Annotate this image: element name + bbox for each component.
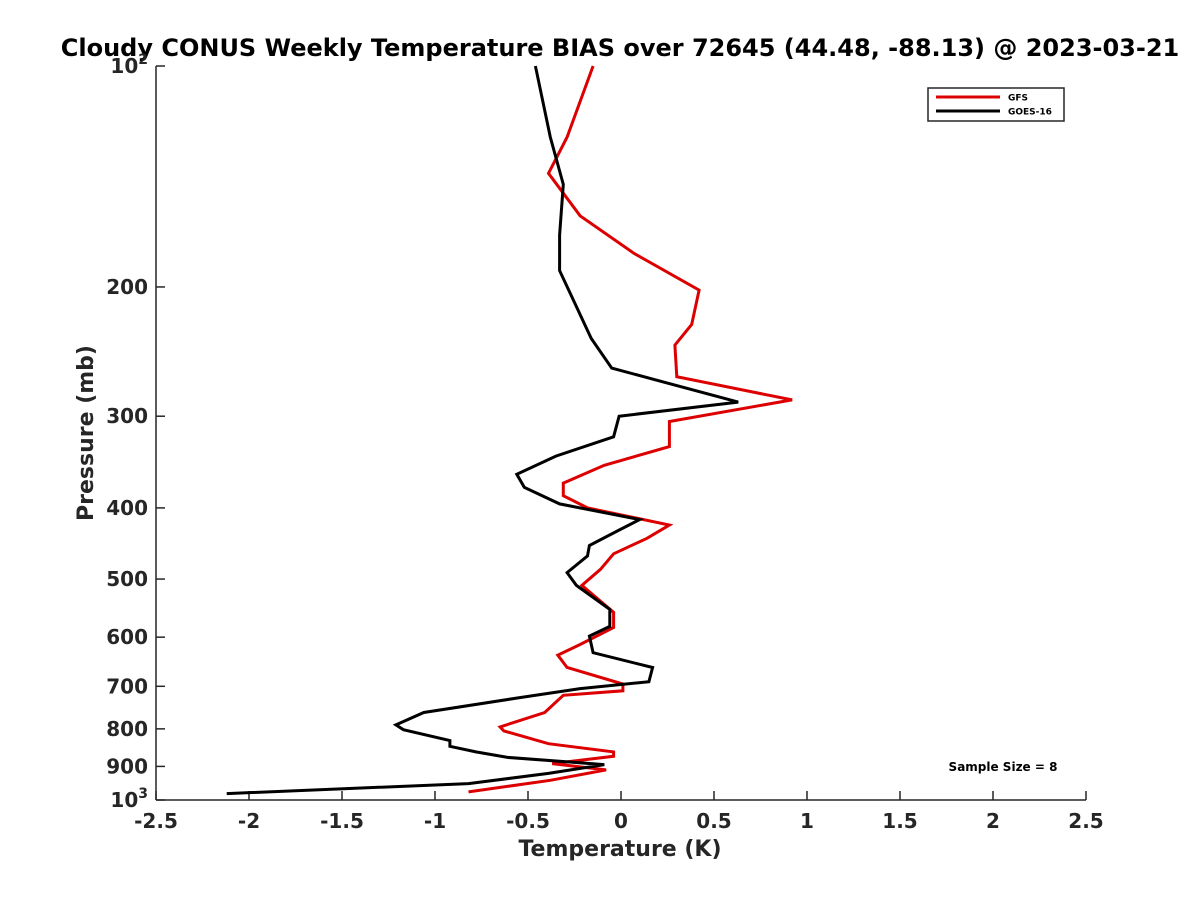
series-line-goes-16 bbox=[226, 65, 739, 796]
x-tick-label: 1 bbox=[800, 809, 814, 833]
x-axis: -2.5 -2 -1.5 -1 -0.5 0 0.5 1 1.5 2 2.5 bbox=[134, 791, 1104, 833]
x-tick-label: -1 bbox=[424, 809, 446, 833]
legend-label: GOES-16 bbox=[1008, 108, 1052, 118]
y-axis: 102 200 300 400 500 600 700 800 900 103 bbox=[106, 52, 165, 812]
x-tick-label: 0.5 bbox=[696, 809, 731, 833]
x-tick-label: -2 bbox=[238, 809, 260, 833]
y-tick-label: 700 bbox=[106, 674, 148, 698]
x-tick-label: 0 bbox=[614, 809, 628, 833]
x-tick-label: -1.5 bbox=[320, 809, 364, 833]
sample-size-annotation: Sample Size = 8 bbox=[949, 760, 1058, 774]
legend-box bbox=[927, 87, 1065, 122]
x-tick-label: -0.5 bbox=[506, 809, 550, 833]
legend: GFS GOES-16 bbox=[927, 87, 1065, 122]
y-tick-label: 200 bbox=[106, 275, 148, 299]
y-tick-label: 103 bbox=[110, 786, 148, 812]
x-axis-label: Temperature (K) bbox=[518, 837, 721, 862]
series-layer bbox=[226, 65, 793, 796]
x-tick-label: -2.5 bbox=[134, 809, 178, 833]
y-tick-label: 600 bbox=[106, 625, 148, 649]
y-tick-label: 300 bbox=[106, 404, 148, 428]
y-tick-label: 102 bbox=[110, 52, 148, 78]
series-line-gfs bbox=[468, 65, 793, 794]
y-tick-label: 900 bbox=[106, 754, 148, 778]
y-tick-label: 500 bbox=[106, 567, 148, 591]
x-tick-label: 2 bbox=[986, 809, 1000, 833]
legend-label: GFS bbox=[1008, 94, 1028, 104]
y-tick-label: 800 bbox=[106, 717, 148, 741]
x-tick-label: 2.5 bbox=[1068, 809, 1103, 833]
x-tick-label: 1.5 bbox=[882, 809, 917, 833]
y-axis-label: Pressure (mb) bbox=[74, 345, 99, 521]
chart-title: Cloudy CONUS Weekly Temperature BIAS ove… bbox=[61, 34, 1179, 62]
y-tick-label: 400 bbox=[106, 496, 148, 520]
